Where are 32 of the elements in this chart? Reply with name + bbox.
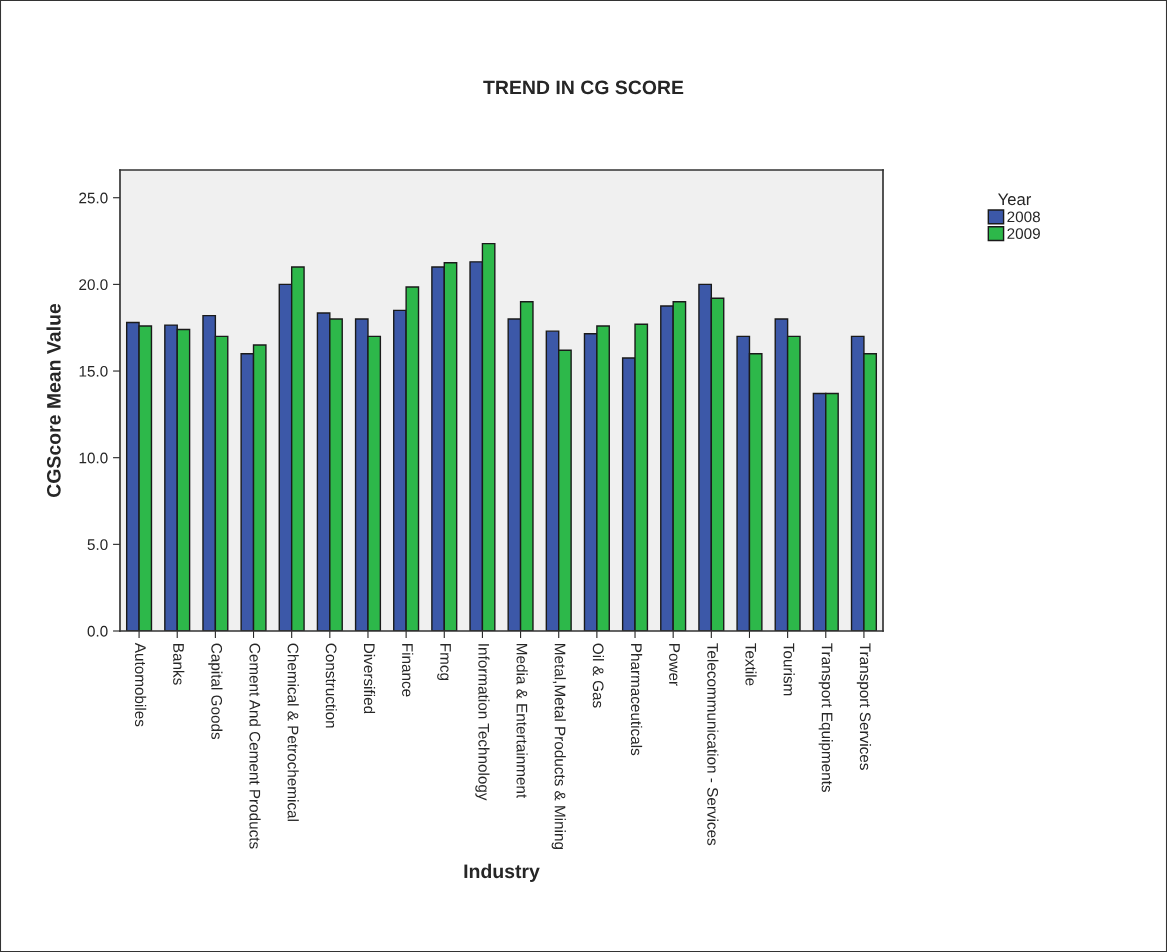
legend-label: 2008 <box>1007 211 1040 223</box>
chart-title: TREND IN CG SCORE <box>483 80 684 95</box>
x-axis-title: Industry <box>464 863 540 882</box>
x-tick-label: Diversified <box>363 644 376 714</box>
x-tick-label: Automobiles <box>134 642 147 727</box>
y-tick-label: 25.0 <box>79 192 108 204</box>
legend-label: 2009 <box>1007 228 1040 240</box>
x-tick-label: Banks <box>173 644 185 685</box>
x-tick-label: Power <box>669 644 680 686</box>
x-tick-label: Metal,Metal Products & Mining <box>551 644 566 849</box>
x-tick-label: Information Technology <box>475 644 490 801</box>
x-tick-label: Construction <box>325 643 337 728</box>
x-tick-label: Finance <box>402 644 414 697</box>
x-tick-label: Telecommunication - Services <box>707 643 719 846</box>
x-tick-label: Cement And Cement Products <box>249 643 261 849</box>
y-tick-label: 10.0 <box>79 452 108 464</box>
legend-title: Year <box>997 193 1032 206</box>
x-tick-label: Capital Goods <box>208 643 223 740</box>
y-tick-label: 20.0 <box>79 279 108 291</box>
x-tick-label: Pharmaceuticals <box>630 644 643 756</box>
x-tick-label: Transport Equipments <box>818 643 833 792</box>
x-tick-label: Media & Entertainment <box>516 644 528 799</box>
x-tick-label: Transport Services <box>856 643 872 770</box>
x-tick-label: Textile <box>745 643 757 686</box>
y-axis-title: CGScore Mean Value <box>46 303 61 497</box>
y-tick-label: 15.0 <box>79 365 108 377</box>
x-tick-label: Tourism <box>783 643 795 696</box>
x-tick-label: Oil & Gas <box>592 643 604 708</box>
y-tick-label: 0.0 <box>87 625 108 637</box>
x-tick-label: Fmcg <box>437 644 451 681</box>
y-tick-label: 5.0 <box>87 539 108 551</box>
x-tick-label: Chemical & Petrochemical <box>287 643 299 821</box>
